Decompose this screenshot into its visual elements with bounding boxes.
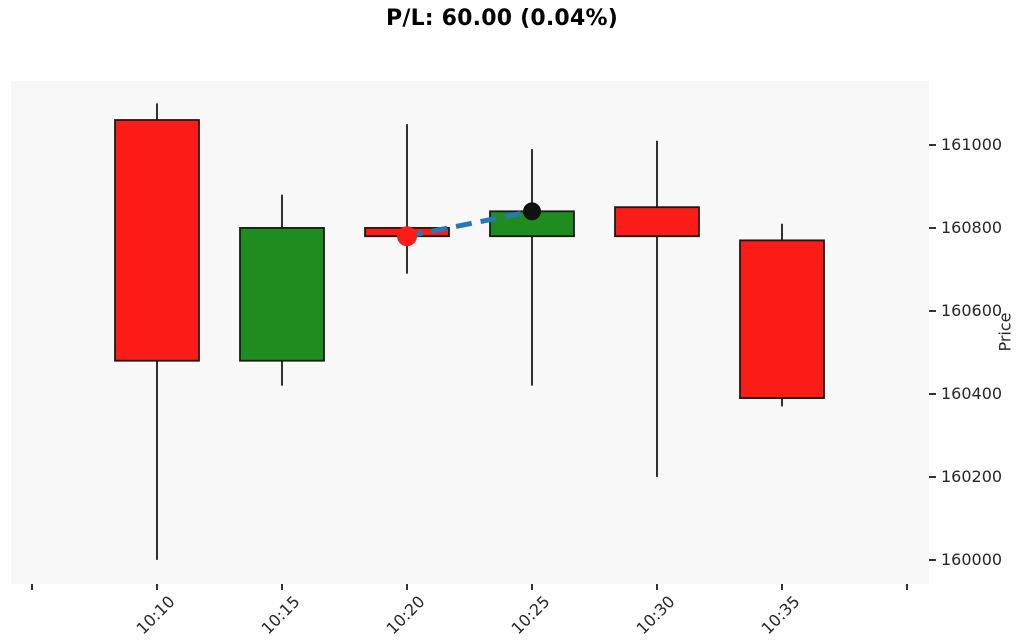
x-tick-mark: [656, 584, 658, 590]
x-tick-label: 10:20: [382, 592, 429, 639]
y-tick-mark: [929, 392, 936, 395]
x-tick-label: 10:10: [132, 592, 179, 639]
trade-line: [406, 208, 533, 239]
candle-body: [114, 119, 200, 362]
candle-body: [739, 239, 825, 399]
y-tick-mark: [929, 143, 936, 146]
y-tick-mark: [929, 475, 936, 478]
x-tick-mark: [156, 584, 158, 590]
y-tick-mark: [929, 309, 936, 312]
candlestick-svg: [114, 103, 825, 560]
y-tick-label: 161000: [941, 134, 1003, 154]
x-tick-label: 10:35: [757, 592, 804, 639]
candle-body: [614, 206, 700, 238]
candle-body: [239, 227, 325, 362]
x-tick-mark: [31, 584, 33, 590]
y-tick-label: 160800: [941, 217, 1003, 237]
exit-marker: [523, 202, 541, 221]
y-axis-title: Price: [995, 312, 1015, 352]
x-tick-mark: [781, 584, 783, 590]
x-tick-mark: [281, 584, 283, 590]
y-tick-label: 160000: [941, 549, 1003, 569]
x-tick-mark: [906, 584, 908, 590]
x-tick-label: 10:25: [507, 592, 554, 639]
y-tick-mark: [929, 226, 936, 229]
x-tick-label: 10:15: [257, 592, 304, 639]
y-tick-label: 160200: [941, 466, 1003, 486]
candlestick-plot-area: [11, 81, 929, 584]
x-tick-label: 10:30: [632, 592, 679, 639]
x-tick-mark: [531, 584, 533, 590]
y-tick-label: 160600: [941, 300, 1003, 320]
y-tick-mark: [929, 558, 936, 561]
x-tick-mark: [406, 584, 408, 590]
y-tick-label: 160400: [941, 383, 1003, 403]
entry-marker: [397, 226, 417, 247]
chart-title: P/L: 60.00 (0.04%): [386, 6, 618, 31]
